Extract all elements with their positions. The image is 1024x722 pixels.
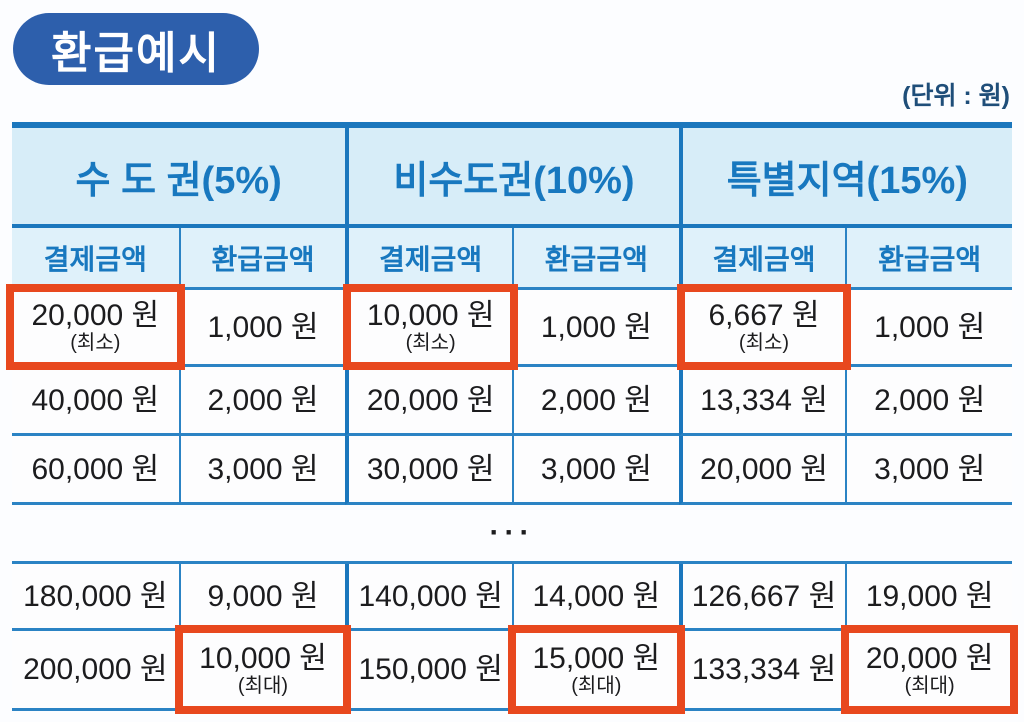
cell-value: 140,000 원 — [358, 579, 503, 613]
cell-value: 1,000 원 — [874, 310, 986, 344]
cell-value: 126,667 원 — [691, 579, 837, 613]
cell-note: (최대) — [571, 674, 622, 697]
title-badge: 환급예시 — [13, 13, 259, 85]
cell-note: (최소) — [70, 332, 121, 354]
title-badge-label: 환급예시 — [51, 29, 221, 78]
group-header-bisudogwon: 비수도권(10%) — [345, 128, 679, 228]
table-cell-min-payment: 10,000 원 (최소) — [343, 284, 518, 370]
unit-label: (단위 : 원) — [902, 82, 1010, 110]
table-cell: 40,000 원 — [12, 367, 179, 436]
table-cell: 3,000 원 — [845, 436, 1012, 505]
table-cell: 140,000 원 — [345, 564, 512, 631]
table-cell: 1,000 원 — [845, 290, 1012, 367]
table-cell: 1,000 원 — [178, 290, 346, 367]
group-header-teukbyeoljiyeok: 특별지역(15%) — [678, 128, 1012, 228]
table-cell: 60,000 원 — [12, 436, 179, 505]
table-cell: 30,000 원 — [345, 436, 512, 505]
table-cell: 20,000 원 — [678, 436, 846, 505]
table-cell: 2,000 원 — [845, 367, 1012, 436]
table-cell: 2,000 원 — [178, 367, 346, 436]
group-header-sudogwon: 수 도 권(5%) — [12, 128, 346, 228]
table-cell: 13,334 원 — [678, 367, 846, 436]
table-cell: 3,000 원 — [178, 436, 346, 505]
cell-value: 40,000 원 — [31, 383, 160, 417]
subheader-payment-1: 결제금액 — [12, 228, 179, 290]
ellipsis-row: ··· — [489, 516, 535, 549]
cell-value: 20,000 원 — [366, 383, 495, 417]
table-cell: 9,000 원 — [178, 564, 346, 631]
table-cell: 14,000 원 — [512, 564, 679, 631]
cell-value: 20,000 원 — [865, 641, 994, 675]
cell-value: 9,000 원 — [207, 579, 319, 613]
cell-value: 2,000 원 — [540, 383, 652, 417]
cell-value: 1,000 원 — [540, 310, 652, 344]
cell-value: 20,000 원 — [700, 452, 828, 486]
table-cell: 20,000 원 — [345, 367, 512, 436]
table-cell: 180,000 원 — [12, 564, 179, 631]
cell-value: 150,000 원 — [358, 653, 503, 686]
cell-value: 3,000 원 — [874, 452, 986, 486]
cell-note: (최대) — [904, 674, 955, 697]
cell-value: 3,000 원 — [207, 452, 319, 486]
subheader-refund-2: 환급금액 — [512, 228, 679, 290]
cell-value: 13,334 원 — [700, 383, 828, 417]
cell-value: 1,000 원 — [207, 310, 319, 344]
cell-value: 10,000 원 — [366, 299, 495, 332]
table-top-section: 수 도 권(5%) 비수도권(10%) 특별지역(15%) 결제금액 환급금액 … — [6, 122, 1012, 505]
table-cell-min-payment: 6,667 원 (최소) — [676, 284, 851, 370]
table-cell: 3,000 원 — [512, 436, 679, 505]
cell-note: (최소) — [405, 332, 456, 354]
subheader-refund-1: 환급금액 — [178, 228, 346, 290]
cell-value: 14,000 원 — [532, 579, 661, 613]
cell-value: 3,000 원 — [540, 452, 652, 486]
table-cell-max-refund: 20,000 원 (최대) — [841, 625, 1018, 714]
table-cell: 200,000 원 — [12, 631, 179, 708]
table-cell: 126,667 원 — [678, 564, 846, 631]
refund-example-table: 수 도 권(5%) 비수도권(10%) 특별지역(15%) 결제금액 환급금액 … — [6, 122, 1018, 714]
cell-note: (최대) — [237, 674, 289, 697]
cell-value: 30,000 원 — [366, 452, 495, 486]
cell-value: 200,000 원 — [23, 653, 168, 686]
cell-value: 15,000 원 — [532, 641, 661, 675]
cell-value: 6,667 원 — [708, 299, 820, 332]
table-cell: 1,000 원 — [512, 290, 679, 367]
cell-value: 2,000 원 — [207, 383, 319, 417]
cell-value: 10,000 원 — [199, 641, 327, 675]
table-bottom-section: 180,000 원 9,000 원 140,000 원 14,000 원 126… — [12, 561, 1018, 714]
cell-value: 180,000 원 — [23, 579, 168, 613]
subheader-payment-3: 결제금액 — [678, 228, 846, 290]
table-cell: 2,000 원 — [512, 367, 679, 436]
table-cell: 133,334 원 — [678, 631, 846, 708]
cell-value: 20,000 원 — [31, 299, 160, 332]
table-cell: 19,000 원 — [845, 564, 1012, 631]
subheader-refund-3: 환급금액 — [845, 228, 1012, 290]
cell-value: 133,334 원 — [691, 653, 837, 686]
cell-value: 19,000 원 — [865, 579, 994, 613]
subheader-payment-2: 결제금액 — [345, 228, 512, 290]
cell-value: 2,000 원 — [874, 383, 986, 417]
table-cell: 150,000 원 — [345, 631, 512, 708]
table-cell-max-refund: 10,000 원 (최대) — [174, 625, 351, 714]
cell-note: (최소) — [738, 332, 790, 354]
cell-value: 60,000 원 — [31, 452, 160, 486]
table-cell-min-payment: 20,000 원 (최소) — [6, 284, 185, 370]
table-cell-max-refund: 15,000 원 (최대) — [508, 625, 685, 714]
